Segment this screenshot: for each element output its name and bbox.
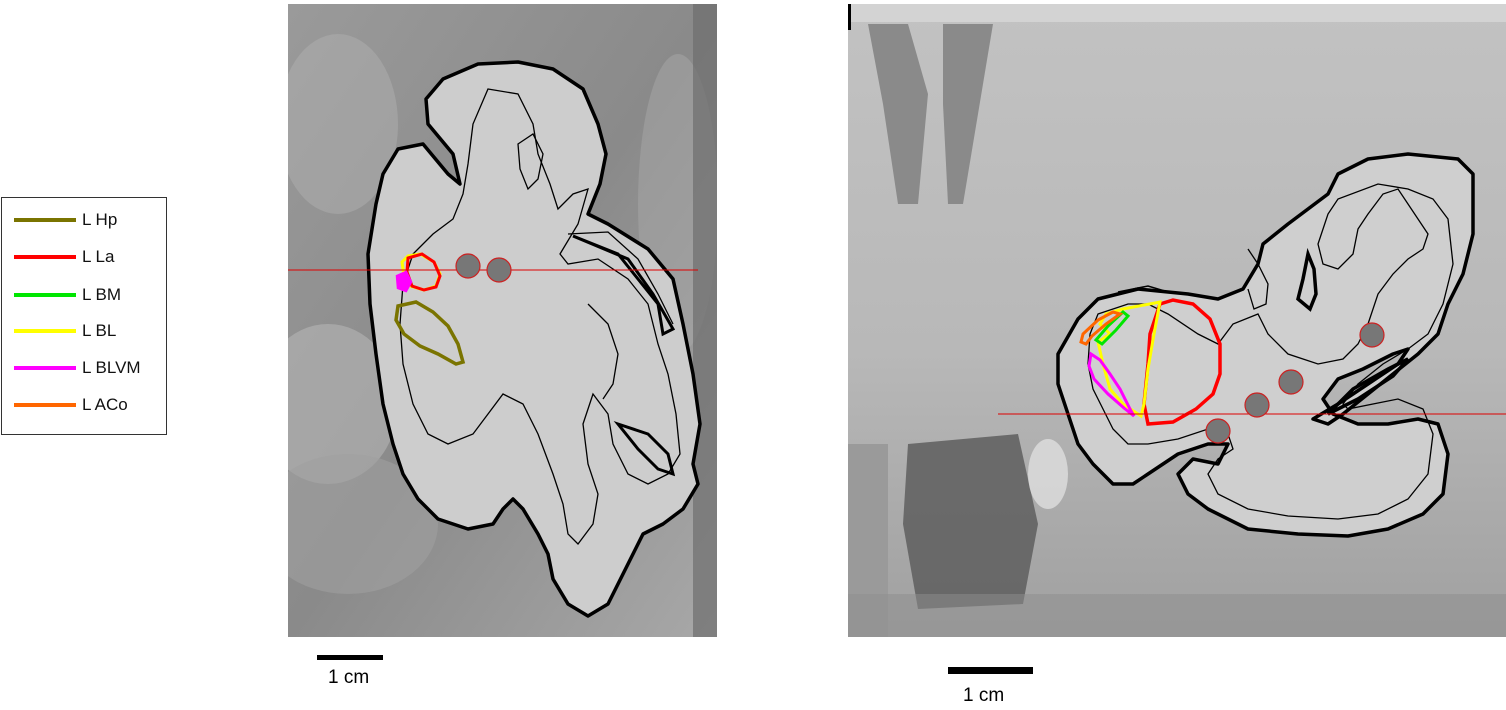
legend-swatch-la (14, 255, 76, 259)
edge-mark (848, 4, 851, 30)
sulcus-contour (572, 234, 676, 337)
temporal-outer-contour (1056, 152, 1475, 538)
legend-label-hp: L Hp (82, 210, 118, 229)
legend-item-bl: L BL (14, 321, 116, 341)
electrode-contact (1359, 322, 1385, 348)
sagittal-mri-panel (288, 4, 717, 637)
mri-brainstem (903, 434, 1038, 609)
legend-item-bm: L BM (14, 285, 121, 305)
sagittal-mri-image (288, 4, 717, 637)
sulcus-contour (587, 303, 619, 400)
legend-item-blvm: L BLVM (14, 358, 141, 378)
legend-item-aco: L ACo (14, 395, 128, 415)
mri-tissue (288, 324, 398, 484)
sulcus-contour (613, 420, 676, 477)
sulcus-contour (1117, 285, 1169, 293)
legend-label-aco: L ACo (82, 395, 128, 414)
mri-tissue (288, 454, 438, 594)
legend-swatch-bm (14, 293, 76, 297)
legend-label-blvm: L BLVM (82, 358, 141, 377)
legend-item-la: L La (14, 247, 114, 267)
scale-bar-right (948, 667, 1033, 674)
amygdala-blvm-contour (395, 270, 413, 293)
legend-swatch-hp (14, 218, 76, 222)
scale-label-right: 1 cm (963, 685, 1005, 706)
legend-swatch-aco (14, 403, 76, 407)
legend-label-la: L La (82, 247, 115, 266)
electrode-contact (486, 257, 512, 283)
legend-label-bl: L BL (82, 321, 117, 340)
cortex-outer-contour (366, 60, 702, 618)
hippocampus-contour (394, 300, 466, 366)
amygdala-aco-contour (1079, 310, 1124, 346)
sulcus-contour (567, 231, 674, 325)
mri-tissue (288, 34, 398, 214)
mri-tissue (693, 4, 717, 637)
scale-label-left: 1 cm (328, 667, 370, 688)
legend-swatch-bl (14, 329, 76, 333)
sulcus-contour (1326, 357, 1410, 416)
legend-swatch-blvm (14, 366, 76, 370)
electrode-contact (1205, 418, 1231, 444)
electrode-contact (1244, 392, 1270, 418)
mri-ventricle (943, 24, 993, 204)
electrode-contact (455, 253, 481, 279)
legend: L Hp L La L BM L BL L BLVM L ACo (1, 197, 167, 435)
legend-item-hp: L Hp (14, 210, 117, 230)
scale-bar-left (317, 655, 383, 660)
legend-label-bm: L BM (82, 285, 122, 304)
electrode-contact (1278, 369, 1304, 395)
sulcus-contour (1296, 247, 1318, 312)
mri-tissue (848, 594, 1506, 637)
temporal-inner-contour (1087, 183, 1454, 520)
mri-tissue (848, 4, 1506, 22)
mri-vessel (1028, 439, 1068, 509)
amygdala-bm-contour (1093, 310, 1131, 346)
mri-ventricle (868, 24, 928, 204)
coronal-mri-panel (848, 4, 1506, 637)
sulcus-contour (517, 133, 544, 191)
amygdala-blvm-contour (1087, 351, 1136, 418)
sulcus-contour (1247, 248, 1269, 310)
coronal-mri-image (848, 4, 1506, 637)
